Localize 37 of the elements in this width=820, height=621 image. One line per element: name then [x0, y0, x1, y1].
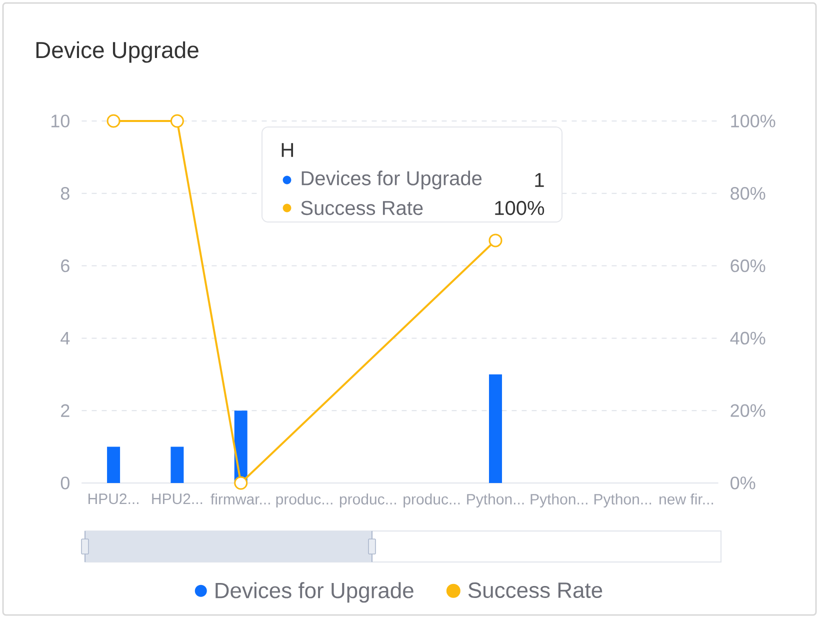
bar	[107, 446, 120, 483]
point	[234, 476, 248, 490]
chart-title: Device Upgrade	[36, 41, 198, 63]
y2-tick-label: 40%	[730, 332, 766, 345]
x-tick-label: new fir...	[660, 494, 714, 505]
x-tick-label: Python...	[530, 494, 588, 508]
y-tick-label: 2	[61, 404, 70, 417]
annotation: H	[282, 143, 294, 157]
y2-tick-label: 100%	[731, 114, 776, 128]
point	[488, 234, 502, 248]
annotation: 1	[535, 173, 544, 187]
x-tick-label: produc...	[340, 494, 396, 508]
annotation: Success Rate	[301, 200, 423, 216]
y2-tick-label: 80%	[730, 187, 766, 200]
point	[106, 114, 120, 128]
y2-tick-label: 60%	[730, 259, 766, 272]
x-tick-label: firmwar...	[210, 494, 270, 505]
y2-tick-label: 20%	[730, 404, 766, 417]
x-tick-label: HPU2...	[152, 494, 202, 504]
annotation: Devices for Upgrade	[302, 170, 482, 190]
y-tick-label: 10	[52, 114, 70, 128]
bar	[488, 374, 502, 483]
x-tick-label: produc...	[404, 494, 460, 508]
x-tick-label: HPU2...	[88, 494, 138, 504]
x-tick-label: produc...	[276, 494, 332, 508]
y-tick-label: 0	[60, 476, 70, 490]
legend-label: Devices for Upgrade	[216, 582, 414, 603]
legend-label: Success Rate	[468, 582, 602, 598]
x-tick-label: Python...	[467, 494, 524, 508]
bar	[170, 446, 184, 483]
x-tick-label: Python...	[594, 494, 652, 508]
y-tick-label: 4	[60, 332, 70, 344]
y-tick-label: 8	[60, 187, 70, 200]
y2-tick-label: 0%	[730, 476, 756, 490]
y-tick-label: 6	[61, 259, 70, 272]
annotation: 100%	[495, 200, 544, 216]
point	[170, 114, 184, 128]
